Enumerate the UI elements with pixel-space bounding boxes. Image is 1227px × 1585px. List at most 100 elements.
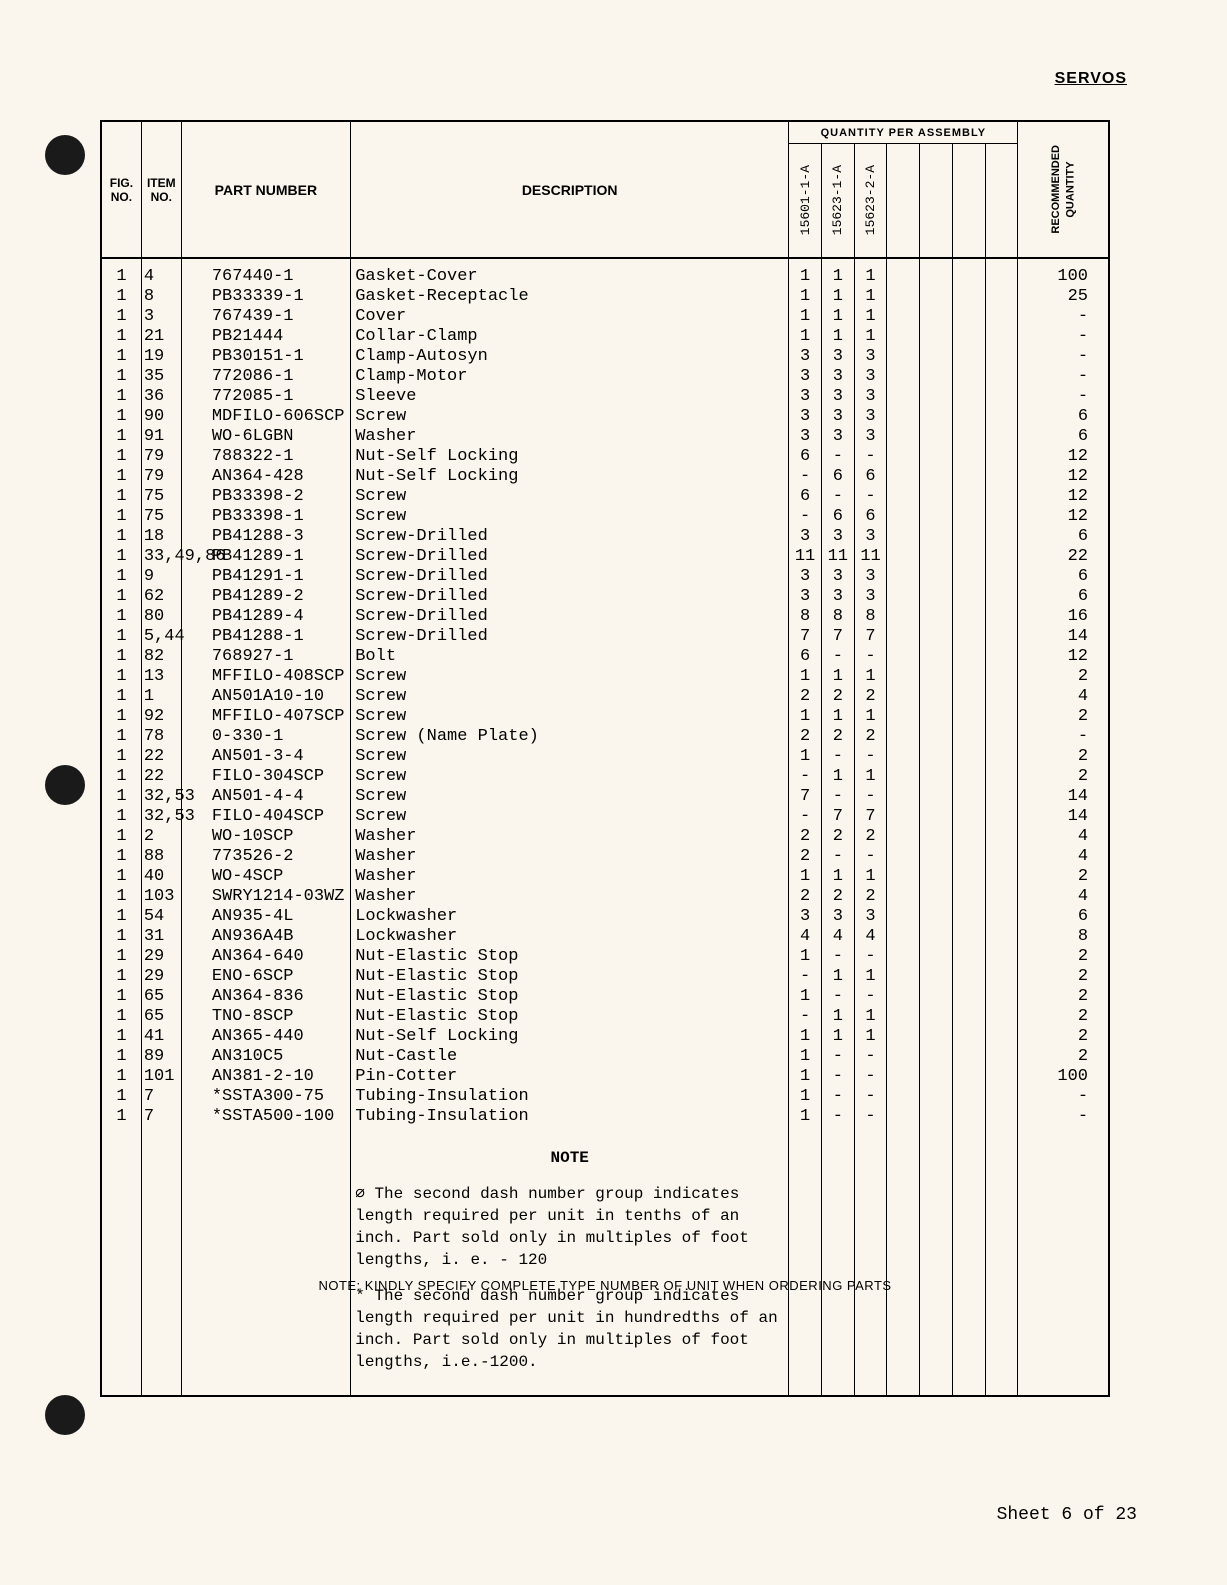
note-title: NOTE: [355, 1147, 784, 1169]
table-cell: 80: [144, 607, 177, 627]
table-cell: 101: [144, 1067, 177, 1087]
table-cell: 3: [859, 427, 883, 447]
table-cell: 22: [144, 767, 177, 787]
table-cell: 1: [859, 767, 883, 787]
table-cell: [924, 947, 948, 967]
table-cell: 1: [106, 647, 137, 667]
table-cell: 3: [793, 387, 817, 407]
table-cell: [891, 1047, 915, 1067]
table-cell: 1: [106, 707, 137, 727]
table-cell: 3: [859, 907, 883, 927]
table-cell: [924, 747, 948, 767]
qpa-col-1: 15623-1-A: [822, 144, 855, 257]
table-cell: 1: [859, 287, 883, 307]
table-cell: [924, 767, 948, 787]
table-cell: [957, 647, 981, 667]
footer-note: NOTE: KINDLY SPECIFY COMPLETE TYPE NUMBE…: [100, 1278, 1110, 1293]
table-cell: Screw-Drilled: [355, 527, 784, 547]
table-cell: [990, 727, 1014, 747]
table-cell: Screw-Drilled: [355, 567, 784, 587]
table-cell: [957, 987, 981, 1007]
table-cell: [990, 327, 1014, 347]
table-cell: [957, 707, 981, 727]
table-cell: 1: [793, 1047, 817, 1067]
table-cell: 1: [106, 607, 137, 627]
table-cell: [957, 927, 981, 947]
table-cell: -: [826, 1067, 850, 1087]
qpa-col-6: [986, 144, 1018, 257]
table-header-row: FIG. NO. ITEM NO. PART NUMBER DESCRIPTIO…: [102, 122, 1108, 259]
table-cell: [957, 1107, 981, 1127]
table-cell: Screw-Drilled: [355, 627, 784, 647]
col-itemno: 483211935369091797975751833,49,86962805,…: [142, 259, 182, 1395]
table-cell: [891, 727, 915, 747]
table-cell: 1: [859, 967, 883, 987]
table-cell: 88: [144, 847, 177, 867]
col-q0: 1111333336-6-3113387612121-7-2212341-1-1…: [789, 259, 822, 1395]
table-cell: [924, 1107, 948, 1127]
table-cell: [957, 827, 981, 847]
table-cell: [924, 627, 948, 647]
table-cell: [891, 707, 915, 727]
table-cell: 3: [859, 347, 883, 367]
table-cell: 1: [106, 1067, 137, 1087]
table-cell: Screw: [355, 407, 784, 427]
table-cell: AN501A10-10: [212, 687, 346, 707]
table-cell: [990, 607, 1014, 627]
table-cell: -: [826, 447, 850, 467]
table-cell: [924, 987, 948, 1007]
table-cell: AN936A4B: [212, 927, 346, 947]
table-cell: [990, 1047, 1014, 1067]
table-cell: [957, 387, 981, 407]
table-cell: 4: [826, 927, 850, 947]
table-cell: 7: [144, 1107, 177, 1127]
table-cell: [990, 807, 1014, 827]
table-cell: PB33398-1: [212, 507, 346, 527]
table-cell: AN365-440: [212, 1027, 346, 1047]
table-cell: [924, 1027, 948, 1047]
table-cell: 3: [826, 527, 850, 547]
table-cell: 25: [1022, 287, 1088, 307]
table-cell: [957, 687, 981, 707]
table-cell: [891, 1027, 915, 1047]
table-cell: [924, 607, 948, 627]
table-cell: [891, 867, 915, 887]
table-cell: -: [826, 1087, 850, 1107]
table-cell: 1: [106, 987, 137, 1007]
table-cell: 1: [826, 967, 850, 987]
table-cell: Nut-Elastic Stop: [355, 967, 784, 987]
table-cell: [924, 547, 948, 567]
table-cell: 3: [793, 527, 817, 547]
table-cell: 2: [1022, 987, 1088, 1007]
table-cell: [990, 787, 1014, 807]
table-cell: 33,49,86: [144, 547, 177, 567]
table-cell: 1: [826, 667, 850, 687]
table-cell: 1: [106, 847, 137, 867]
col-q4: [920, 259, 953, 1395]
table-cell: -: [826, 947, 850, 967]
table-cell: [957, 1087, 981, 1107]
table-cell: [924, 687, 948, 707]
table-cell: [990, 567, 1014, 587]
table-cell: [891, 587, 915, 607]
table-cell: [891, 1007, 915, 1027]
table-cell: 773526-2: [212, 847, 346, 867]
table-cell: 3: [826, 347, 850, 367]
table-cell: [924, 707, 948, 727]
table-cell: -: [1022, 1107, 1088, 1127]
table-cell: Screw-Drilled: [355, 587, 784, 607]
table-cell: [891, 447, 915, 467]
table-cell: [957, 427, 981, 447]
table-cell: [924, 407, 948, 427]
table-cell: 89: [144, 1047, 177, 1067]
table-cell: [924, 827, 948, 847]
table-cell: [990, 507, 1014, 527]
table-cell: 3: [826, 387, 850, 407]
table-cell: 2: [1022, 767, 1088, 787]
table-cell: 3: [826, 367, 850, 387]
table-cell: [957, 947, 981, 967]
table-cell: 1: [826, 1007, 850, 1027]
table-cell: [924, 1047, 948, 1067]
table-body: 1111111111111111111111111111111111111111…: [102, 259, 1108, 1395]
table-cell: [990, 927, 1014, 947]
